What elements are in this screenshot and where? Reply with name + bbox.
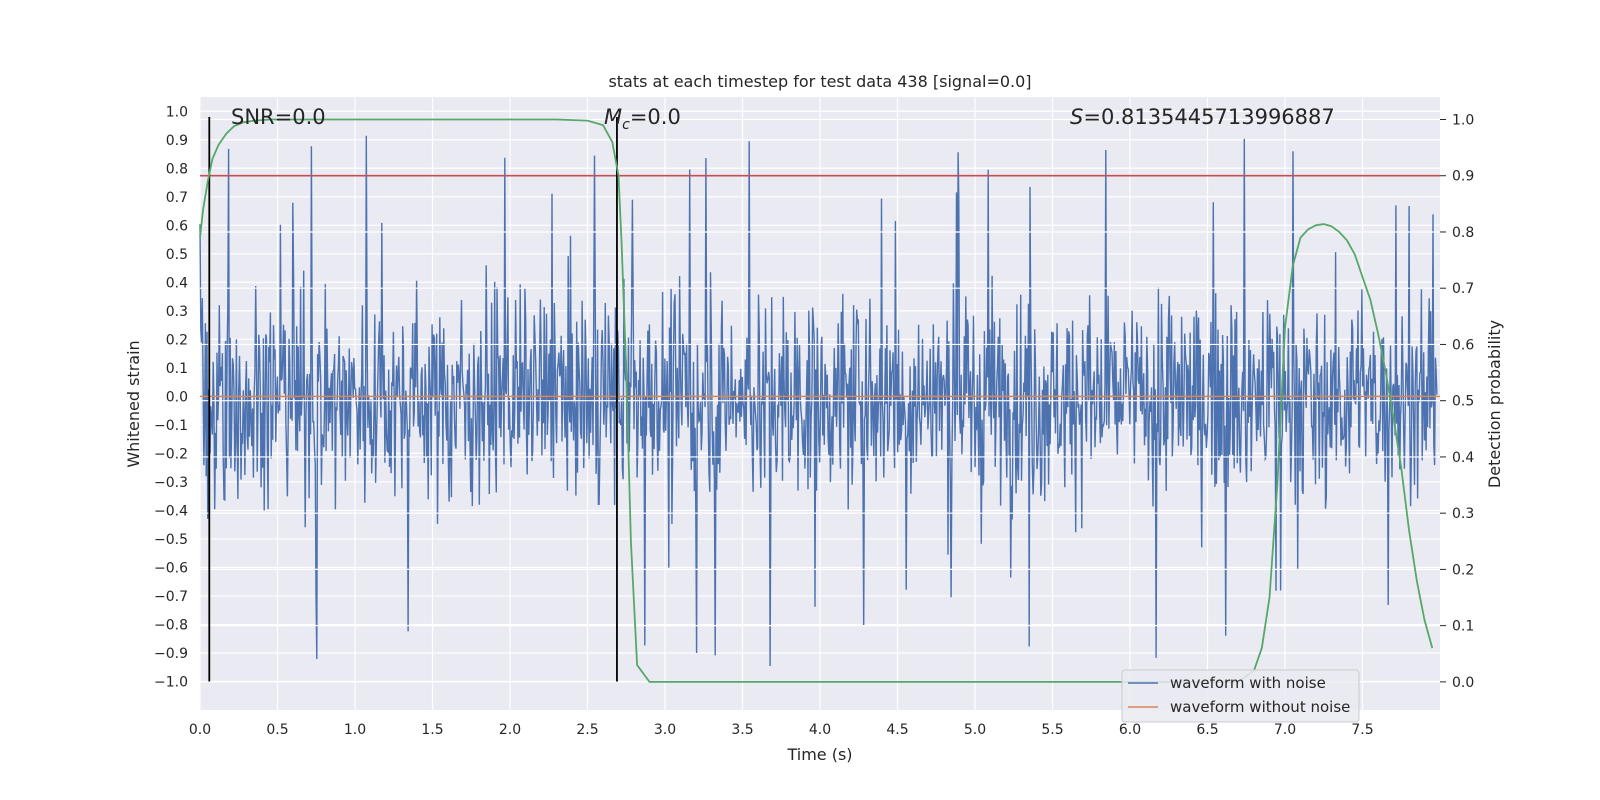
s-symbol: S (1070, 105, 1083, 129)
snr-annotation: SNR=0.0 (231, 105, 326, 129)
y-tick-label: −1.0 (154, 674, 188, 690)
x-tick-label: 3.5 (731, 722, 753, 738)
waveform-with-noise-line (199, 135, 1438, 667)
x-tick-label: 2.0 (499, 722, 521, 738)
y2-tick-label: 0.2 (1452, 562, 1474, 578)
left-y-axis-ticks: 1.0 0.9 0.8 0.7 0.6 0.5 0.4 0.3 0.2 0.1 0.0 −0.1 −0.… (154, 104, 188, 690)
mc-symbol: M (604, 105, 622, 129)
x-tick-label: 5.0 (964, 722, 986, 738)
x-tick-label: 4.5 (886, 722, 908, 738)
y2-tick-label: 0.0 (1452, 675, 1474, 691)
y2-tick-label: 0.9 (1452, 169, 1474, 185)
waveform-with-noise-path (199, 135, 1438, 667)
s-value: =0.8135445713996887 (1083, 105, 1334, 129)
y2-tick-label: 0.8 (1452, 225, 1474, 241)
detection-probability-line (199, 118, 1434, 683)
y-tick-label: −0.6 (154, 560, 188, 576)
y-tick-label: −0.1 (154, 418, 188, 434)
y-tick-label: 0.9 (166, 133, 188, 149)
y-tick-label: 0.8 (166, 161, 188, 177)
y-axis-label: Whitened strain (124, 340, 143, 467)
y2-tick-label: 0.5 (1452, 394, 1474, 410)
y2-tick-label: 0.6 (1452, 337, 1474, 353)
legend-entry-clean: waveform without noise (1170, 698, 1350, 716)
x-tick-label: 5.5 (1041, 722, 1063, 738)
x-axis-ticks: 0.0 0.5 1.0 1.5 2.0 2.5 3.0 3.5 4.0 4.5 5.0 5.5 6.0 6… (189, 722, 1374, 738)
y-tick-label: −0.8 (154, 617, 188, 633)
y-tick-label: 1.0 (166, 104, 188, 120)
y-tick-label: 0.1 (166, 361, 188, 377)
legend-entry-noise: waveform with noise (1170, 674, 1326, 692)
x-tick-label: 1.5 (421, 722, 443, 738)
y-tick-label: 0.5 (166, 247, 188, 263)
x-tick-label: 3.0 (654, 722, 676, 738)
x-tick-label: 4.0 (809, 722, 831, 738)
x-tick-label: 0.0 (189, 722, 211, 738)
x-axis-label: Time (s) (786, 745, 852, 764)
x-tick-label: 0.5 (266, 722, 288, 738)
y-tick-label: −0.7 (154, 589, 188, 605)
x-tick-label: 7.0 (1274, 722, 1296, 738)
legend: waveform with noise waveform without noi… (1121, 669, 1360, 723)
y-tick-label: −0.9 (154, 646, 188, 662)
y2-tick-label: 0.3 (1452, 506, 1474, 522)
y-tick-label: 0.3 (166, 304, 188, 320)
y-tick-label: −0.4 (154, 503, 188, 519)
y-tick-label: −0.3 (154, 475, 188, 491)
y-tick-label: −0.5 (154, 532, 188, 548)
y2-tick-label: 1.0 (1452, 112, 1474, 128)
x-tick-label: 6.0 (1119, 722, 1141, 738)
mc-value: =0.0 (630, 105, 681, 129)
y-tick-label: −0.2 (154, 446, 188, 462)
x-tick-label: 6.5 (1196, 722, 1218, 738)
y2-tick-label: 0.7 (1452, 281, 1474, 297)
chart-title: stats at each timestep for test data 438… (608, 72, 1031, 91)
mc-subscript: c (622, 117, 630, 133)
y-tick-label: 0.6 (166, 218, 188, 234)
x-tick-label: 1.0 (344, 722, 366, 738)
y-tick-label: 0.0 (166, 389, 188, 405)
y2-tick-label: 0.1 (1452, 619, 1474, 635)
score-annotation: S=0.8135445713996887 (1070, 105, 1335, 129)
y2-axis-label: Detection probability (1485, 320, 1504, 488)
y-tick-label: 0.2 (166, 332, 188, 348)
series-layer (199, 116, 1440, 683)
x-tick-label: 7.5 (1351, 722, 1373, 738)
x-tick-label: 2.5 (576, 722, 598, 738)
y-tick-label: 0.7 (166, 190, 188, 206)
legend-box (1121, 669, 1360, 723)
y2-tick-label: 0.4 (1452, 450, 1474, 466)
chirp-mass-annotation: Mc=0.0 (604, 105, 681, 133)
y-tick-label: 0.4 (166, 275, 188, 291)
right-y-axis-ticks: 1.0 0.9 0.8 0.7 0.6 0.5 0.4 0.3 0.2 0.1 0.0 (1440, 112, 1474, 691)
